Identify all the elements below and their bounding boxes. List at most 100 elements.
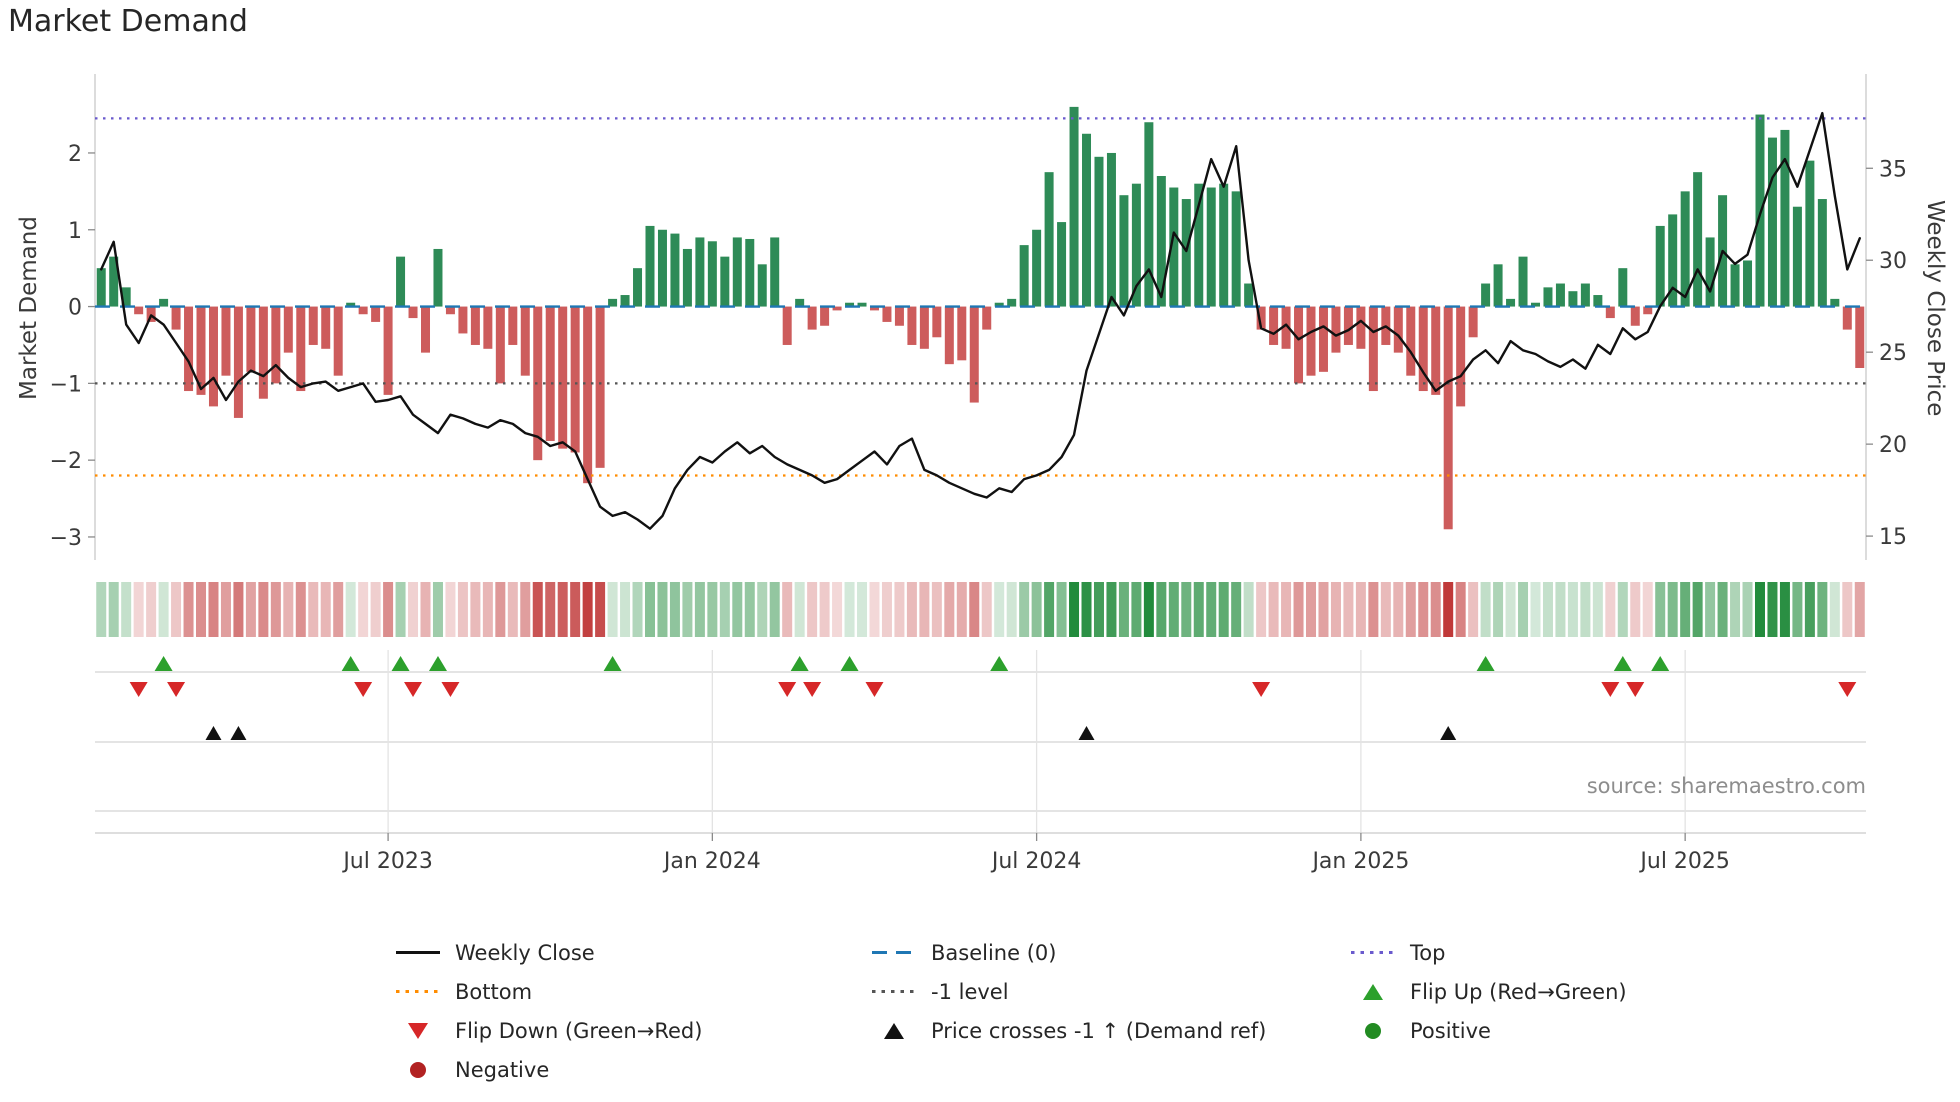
heatmap-cell bbox=[807, 582, 818, 637]
demand-bar bbox=[321, 306, 331, 349]
heatmap-cell bbox=[1829, 582, 1840, 637]
heatmap-cell bbox=[595, 582, 606, 637]
heatmap-cell bbox=[819, 582, 830, 637]
flip-up-marker bbox=[1651, 656, 1670, 671]
demand-bar bbox=[1244, 283, 1254, 307]
legend-item: Flip Down (Green→Red) bbox=[395, 1019, 871, 1043]
demand-bar bbox=[732, 237, 742, 307]
heatmap-cell bbox=[956, 582, 967, 637]
demand-bar bbox=[371, 306, 381, 322]
demand-bar bbox=[1518, 256, 1528, 307]
heatmap-cell bbox=[1468, 582, 1479, 637]
heatmap-cell bbox=[133, 582, 144, 637]
demand-bar bbox=[1506, 298, 1516, 307]
heatmap-cell bbox=[270, 582, 281, 637]
heatmap-cell bbox=[495, 582, 506, 637]
demand-bar bbox=[1580, 283, 1590, 307]
flip-down-marker bbox=[167, 682, 186, 697]
heatmap-cell bbox=[981, 582, 992, 637]
heatmap-cell bbox=[1056, 582, 1067, 637]
demand-bar bbox=[932, 306, 942, 338]
legend-swatch-circle-icon bbox=[395, 1061, 441, 1079]
heatmap-cell bbox=[1156, 582, 1167, 637]
heatmap-cell bbox=[121, 582, 132, 637]
demand-bar bbox=[1231, 191, 1241, 307]
demand-bar bbox=[1156, 176, 1166, 307]
heatmap-cell bbox=[1093, 582, 1104, 637]
heatmap-cell bbox=[333, 582, 344, 637]
legend-label: Price crosses -1 ↑ (Demand ref) bbox=[931, 1018, 1267, 1043]
heatmap-cell bbox=[470, 582, 481, 637]
heatmap-cell bbox=[1592, 582, 1603, 637]
demand-bar bbox=[1318, 306, 1328, 372]
heatmap-cell bbox=[1131, 582, 1142, 637]
legend-label: Baseline (0) bbox=[931, 940, 1057, 965]
demand-bar bbox=[208, 306, 218, 407]
heatmap-cell bbox=[158, 582, 169, 637]
heatmap-cell bbox=[669, 582, 680, 637]
demand-bar bbox=[682, 248, 692, 307]
demand-bar bbox=[645, 225, 655, 307]
heatmap-cell bbox=[220, 582, 231, 637]
heatmap-cell bbox=[1006, 582, 1017, 637]
demand-bar bbox=[1468, 306, 1478, 338]
legend-item: Positive bbox=[1350, 1019, 1627, 1043]
demand-bar bbox=[358, 306, 368, 315]
demand-bar bbox=[121, 287, 131, 307]
demand-bar bbox=[346, 302, 356, 307]
legend-swatch-triangle-up-icon bbox=[1350, 983, 1396, 1001]
heatmap-cell bbox=[1567, 582, 1578, 637]
demand-bar bbox=[396, 256, 406, 307]
demand-bar bbox=[196, 306, 206, 395]
demand-bar bbox=[1842, 306, 1852, 330]
demand-bar bbox=[820, 306, 830, 326]
demand-bar bbox=[1393, 306, 1403, 353]
heatmap-cell bbox=[1580, 582, 1591, 637]
heatmap-cell bbox=[196, 582, 207, 637]
market-demand-chart: 2 1 0 −1 −2 −3 35 30 25 20 15 Jul 2023 Jan 2024 Jul 2… bbox=[50, 74, 1907, 874]
x-tick-label: Jul 2025 bbox=[1638, 849, 1730, 874]
demand-bar bbox=[1082, 133, 1092, 307]
demand-bar bbox=[670, 233, 680, 307]
demand-bar bbox=[1019, 245, 1029, 307]
demand-bar bbox=[1119, 195, 1129, 307]
right-tick-label: 20 bbox=[1879, 433, 1907, 458]
heatmap-cell bbox=[1505, 582, 1516, 637]
demand-bar bbox=[283, 306, 293, 353]
heatmap-cell bbox=[1181, 582, 1192, 637]
demand-bar bbox=[1493, 264, 1503, 307]
demand-bar bbox=[533, 306, 543, 461]
legend-item: -1 level bbox=[871, 980, 1350, 1004]
heatmap-cell bbox=[844, 582, 855, 637]
heatmap-cell bbox=[1692, 582, 1703, 637]
legend-item: Negative bbox=[395, 1058, 871, 1082]
heatmap-cell bbox=[1455, 582, 1466, 637]
heatmap-cell bbox=[1804, 582, 1815, 637]
demand-bar bbox=[1655, 225, 1665, 307]
heatmap-cell bbox=[370, 582, 381, 637]
legend-swatch-dotted-icon bbox=[1350, 944, 1396, 962]
demand-bar bbox=[857, 302, 867, 307]
demand-bar bbox=[1131, 183, 1141, 307]
flip-down-marker bbox=[1252, 682, 1271, 697]
heatmap-cell bbox=[1680, 582, 1691, 637]
heatmap-cell bbox=[208, 582, 219, 637]
flip-down-marker bbox=[441, 682, 460, 697]
heatmap-cell bbox=[994, 582, 1005, 637]
heatmap-cell bbox=[408, 582, 419, 637]
left-tick-label: 0 bbox=[68, 296, 82, 321]
demand-bar bbox=[1368, 306, 1378, 392]
heatmap-cell bbox=[1642, 582, 1653, 637]
demand-bar bbox=[1730, 264, 1740, 307]
demand-bar bbox=[608, 298, 618, 307]
right-tick-label: 25 bbox=[1879, 341, 1907, 366]
demand-bar bbox=[1007, 298, 1017, 307]
legend-label: Bottom bbox=[455, 979, 533, 1004]
heatmap-cell bbox=[906, 582, 917, 637]
demand-bar bbox=[558, 306, 568, 449]
flip-up-marker bbox=[840, 656, 859, 671]
heatmap-cell bbox=[1730, 582, 1741, 637]
heatmap-cell bbox=[171, 582, 182, 637]
demand-bar bbox=[383, 306, 393, 395]
demand-bar bbox=[657, 229, 667, 307]
